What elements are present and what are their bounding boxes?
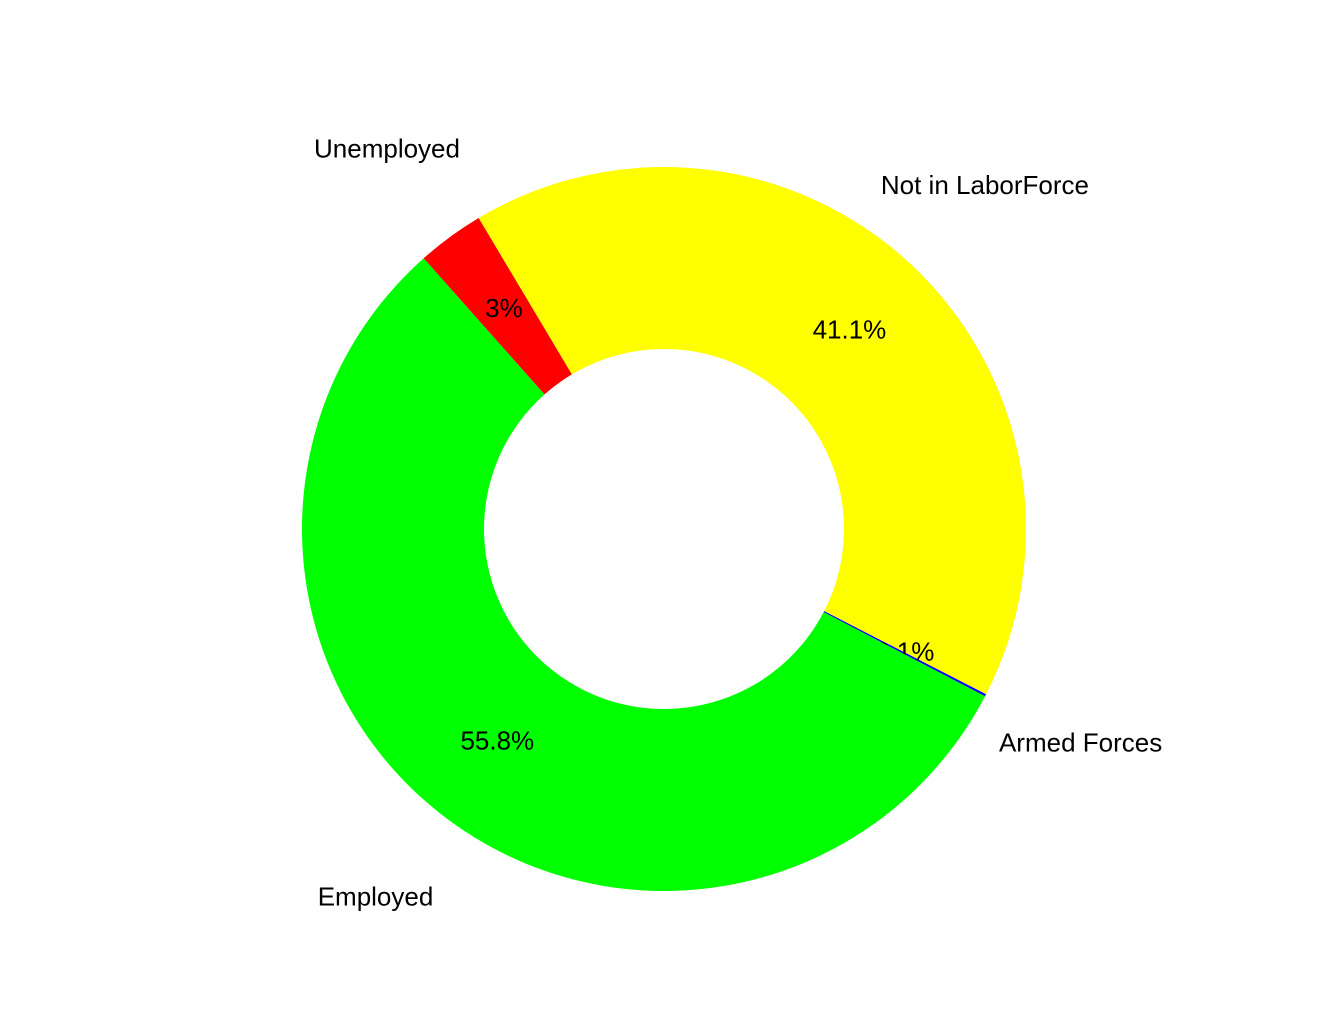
- slice: [423, 218, 572, 395]
- slice: [302, 258, 986, 891]
- slice-label: Armed Forces: [999, 727, 1162, 757]
- slice: [478, 166, 1027, 695]
- value-label: 3%: [485, 293, 523, 323]
- slice-label: Employed: [318, 882, 434, 912]
- slice-label: Unemployed: [314, 133, 460, 163]
- slice: [823, 611, 987, 697]
- slice-label: Not in LaborForce: [881, 170, 1089, 200]
- value-label: 41.1%: [813, 314, 887, 344]
- value-label: 55.8%: [460, 726, 534, 756]
